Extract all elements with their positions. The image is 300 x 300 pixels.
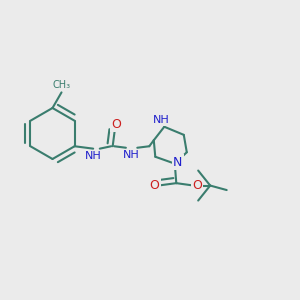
Text: CH₃: CH₃ [52,80,70,90]
Text: NH: NH [85,151,102,161]
Text: O: O [192,179,202,192]
Text: O: O [112,118,122,130]
Text: N: N [173,156,182,169]
Text: NH: NH [123,150,140,160]
Text: O: O [150,179,160,192]
Text: NH: NH [153,115,170,125]
